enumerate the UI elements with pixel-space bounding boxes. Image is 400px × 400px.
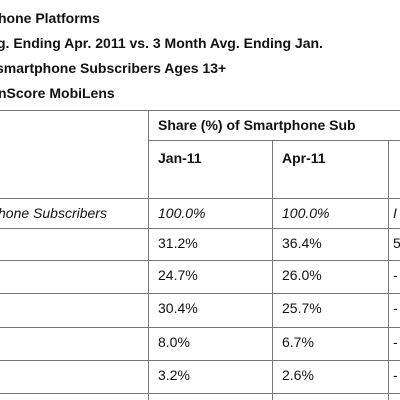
column-header: Apr-11 [282,150,326,166]
title-line: nScore MobiLens [0,85,115,101]
cell: I [393,205,397,221]
rule [0,198,400,199]
cell: 36.4% [282,235,322,251]
column-header: Jan-11 [158,150,202,166]
cell: 31.2% [158,235,198,251]
rule [272,140,273,400]
cell: 26.0% [282,267,322,283]
cell: 30.4% [158,300,198,316]
cell: 25.7% [282,300,322,316]
rule [0,393,400,394]
rule [148,110,149,400]
cell: 100.0% [282,205,330,221]
cell: - [393,367,398,383]
rule [0,228,400,229]
group-header: Share (%) of Smartphone Sub [158,117,356,133]
cell: - [393,334,398,350]
row-label: hone Subscribers [0,205,107,221]
cell: 8.0% [158,334,190,350]
title-line: hone Platforms [0,10,100,26]
rule [0,360,400,361]
rule [388,140,389,400]
cell: - [393,267,398,283]
rule [148,140,400,141]
cell: 6.7% [282,334,314,350]
rule [0,293,400,294]
cell: 3.2% [158,367,190,383]
cell: 2.6% [282,367,314,383]
rule [0,260,400,261]
title-line: g. Ending Apr. 2011 vs. 3 Month Avg. End… [0,35,323,51]
cell: - [393,300,398,316]
cell: 24.7% [158,267,198,283]
title-line: smartphone Subscribers Ages 13+ [0,60,227,76]
rule [0,110,400,111]
rule [0,327,400,328]
cell: 5 [393,235,400,251]
cell: 100.0% [158,205,206,221]
